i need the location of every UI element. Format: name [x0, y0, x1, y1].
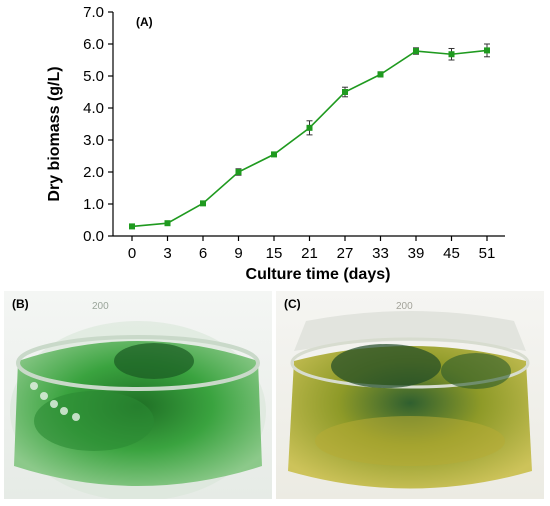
x-tick-label: 51: [479, 245, 496, 262]
x-axis-title: Culture time (days): [246, 266, 391, 283]
data-point: [413, 48, 419, 55]
x-tick-label: 45: [443, 245, 460, 262]
x-tick-label: 6: [199, 245, 207, 262]
x-tick-label: 3: [163, 245, 171, 262]
photo-flask-b: 200 (B): [4, 291, 272, 499]
y-axis-title: Dry biomass (g/L): [46, 66, 63, 201]
x-ticks: 0 3 6 9 15 21 27 33 39 45 51: [128, 236, 496, 262]
flask-c-volume-mark: 200: [396, 301, 413, 312]
data-point: [306, 124, 313, 131]
photo-flask-c: 200 (C): [276, 291, 544, 499]
data-point: [377, 71, 384, 78]
x-tick-label: 27: [337, 245, 354, 262]
x-tick-label: 15: [266, 245, 283, 262]
y-tick-label: 0.0: [83, 228, 104, 245]
y-tick-label: 5.0: [83, 68, 104, 85]
data-point: [484, 47, 490, 54]
series-layer: [129, 43, 490, 230]
y-tick-label: 2.0: [83, 164, 104, 181]
data-point: [342, 89, 348, 95]
x-tick-label: 21: [301, 245, 318, 262]
flask-c-picture: 200: [276, 291, 544, 499]
y-ticks: 0.0 1.0 2.0 3.0 4.0 5.0 6.0 7.0: [83, 4, 113, 245]
panel-label-b: (B): [12, 297, 29, 311]
data-point: [235, 169, 242, 175]
y-tick-label: 3.0: [83, 132, 104, 149]
x-tick-label: 0: [128, 245, 136, 262]
flask-b-volume-mark: 200: [92, 301, 109, 312]
data-point: [200, 200, 206, 207]
x-tick-label: 33: [372, 245, 389, 262]
panel-label-a: (A): [136, 15, 153, 29]
x-tick-label: 9: [234, 245, 242, 262]
y-tick-label: 6.0: [83, 36, 104, 53]
flask-b-picture: 200: [4, 291, 272, 499]
data-point: [448, 51, 455, 58]
data-point: [129, 223, 135, 230]
x-tick-label: 39: [408, 245, 425, 262]
panel-label-c: (C): [284, 297, 301, 311]
biomass-chart: 0.0 1.0 2.0 3.0 4.0 5.0 6.0 7.0 0 3 6 9 15 21 27 33 39 4…: [46, 4, 505, 283]
y-tick-label: 1.0: [83, 196, 104, 213]
series-line: [131, 49, 488, 228]
data-point: [164, 220, 171, 227]
data-point: [271, 151, 277, 158]
y-tick-label: 4.0: [83, 100, 104, 117]
y-tick-label: 7.0: [83, 4, 104, 21]
